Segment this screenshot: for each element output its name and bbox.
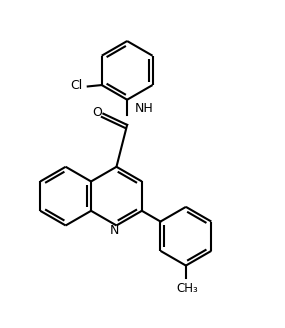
Text: CH₃: CH₃ [176, 282, 198, 295]
Text: O: O [92, 106, 102, 119]
Text: Cl: Cl [70, 79, 82, 92]
Text: NH: NH [135, 102, 153, 114]
Text: N: N [109, 224, 119, 237]
